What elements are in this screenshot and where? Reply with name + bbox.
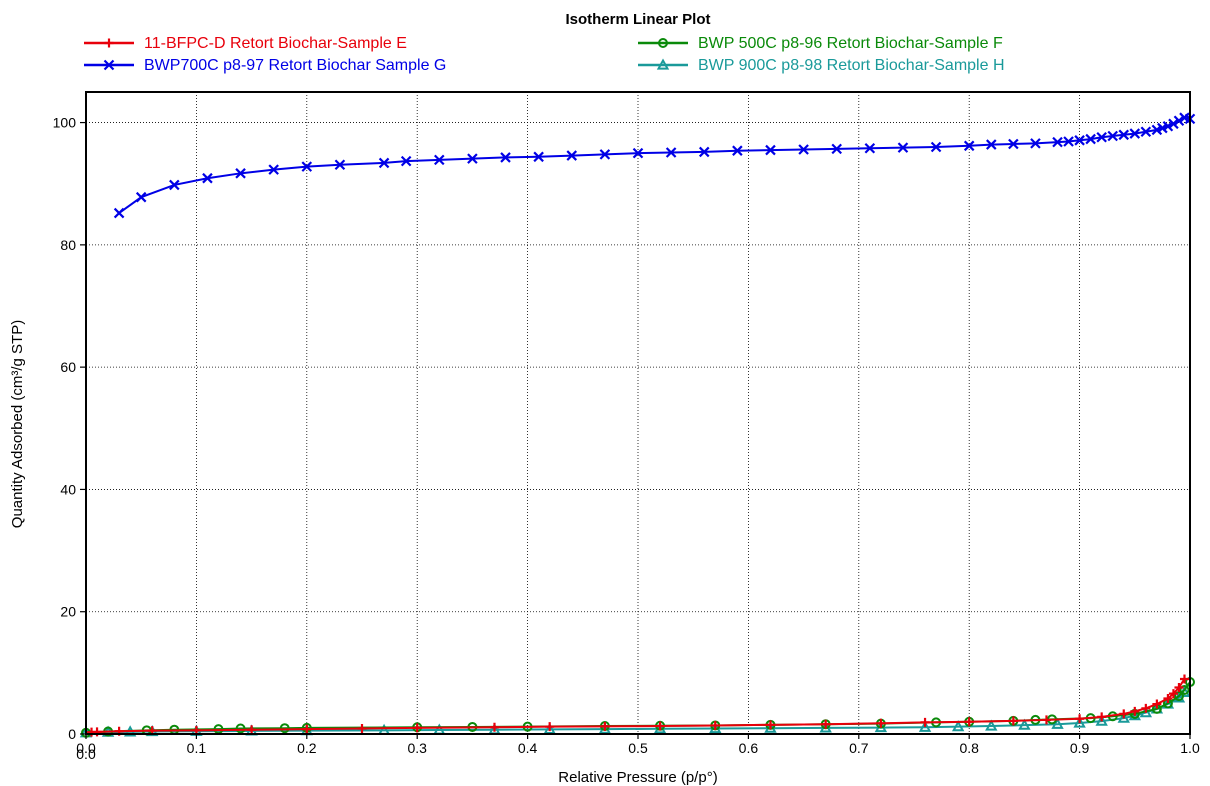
legend-label: 11-BFPC-D Retort Biochar-Sample E bbox=[144, 35, 407, 52]
legend-item: BWP 900C p8-98 Retort Biochar-Sample H bbox=[638, 57, 1005, 74]
legend-swatch-marker bbox=[105, 39, 114, 48]
data-point bbox=[93, 727, 102, 736]
x-tick-label: 0.5 bbox=[628, 740, 648, 756]
x-tick-label: 0.4 bbox=[518, 740, 538, 756]
chart-title: Isotherm Linear Plot bbox=[565, 11, 710, 28]
y-tick-label: 60 bbox=[60, 359, 76, 375]
data-point bbox=[921, 718, 930, 727]
y-axis-label: Quantity Adsorbed (cm³/g STP) bbox=[9, 320, 26, 528]
x-tick-label: 0.9 bbox=[1070, 740, 1090, 756]
series-line bbox=[119, 118, 1190, 213]
grid bbox=[86, 92, 1190, 734]
x-tick-label: 0.6 bbox=[739, 740, 759, 756]
legend-item: BWP 500C p8-96 Retort Biochar-Sample F bbox=[638, 35, 1003, 52]
x-tick-label: 0.7 bbox=[849, 740, 869, 756]
x-tick-label: 1.0 bbox=[1180, 740, 1200, 756]
data-point bbox=[358, 724, 367, 733]
x-tick-label: 0.8 bbox=[959, 740, 979, 756]
legend: 11-BFPC-D Retort Biochar-Sample E BWP 500… bbox=[84, 35, 1005, 74]
x-axis: 0.0 0.1 0.2 0.3 0.4 0.5 0.6 0.7 0.8 0.9 1.0 0.0 bbox=[76, 734, 1200, 762]
x-tick-label: 0.1 bbox=[187, 740, 207, 756]
legend-item: BWP700C p8-97 Retort Biochar Sample G bbox=[84, 57, 446, 74]
y-axis: 0 20 40 60 80 100 bbox=[53, 115, 86, 742]
data-point bbox=[115, 209, 124, 218]
y-tick-label: 20 bbox=[60, 604, 76, 620]
y-tick-label: 0 bbox=[68, 726, 76, 742]
data-point bbox=[137, 193, 146, 202]
x-axis-label: Relative Pressure (p/p°) bbox=[558, 769, 717, 786]
x-tick-label: 0.3 bbox=[407, 740, 427, 756]
y-tick-label: 80 bbox=[60, 237, 76, 253]
legend-label: BWP 900C p8-98 Retort Biochar-Sample H bbox=[698, 57, 1005, 74]
x-tick-label: 0.0 bbox=[76, 746, 96, 762]
legend-item: 11-BFPC-D Retort Biochar-Sample E bbox=[84, 35, 407, 52]
x-tick-label: 0.2 bbox=[297, 740, 317, 756]
legend-label: BWP 500C p8-96 Retort Biochar-Sample F bbox=[698, 35, 1003, 52]
y-tick-label: 100 bbox=[53, 115, 77, 131]
series-3 bbox=[115, 113, 1195, 217]
y-tick-label: 40 bbox=[60, 481, 76, 497]
legend-label: BWP700C p8-97 Retort Biochar Sample G bbox=[144, 57, 446, 74]
